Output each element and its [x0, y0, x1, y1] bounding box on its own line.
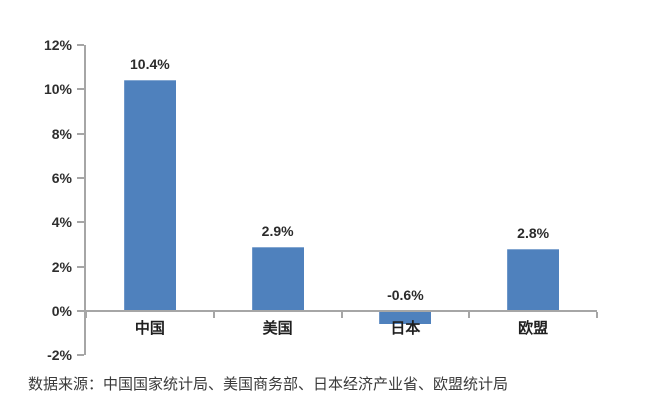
- y-axis-tick-label: 8%: [51, 125, 72, 142]
- bar-chart: 12% 10% 8% 6% 4% 2% 0% -2% 10.4% 中国 2.9% 美国 -0.6% 日本 2…: [43, 36, 598, 364]
- category-label-欧盟: 欧盟: [518, 320, 549, 337]
- category-label-日本: 日本: [390, 320, 421, 337]
- bar-美国: [251, 246, 304, 311]
- x-axis-tick: [340, 312, 343, 318]
- bar-value-label: -0.6%: [387, 287, 424, 303]
- x-axis-tick: [596, 312, 598, 318]
- y-axis-tick-label: 2%: [51, 258, 72, 275]
- y-axis-tick-label: 0%: [51, 303, 72, 319]
- x-axis-tick: [468, 312, 471, 318]
- y-axis-tick-label: 6%: [51, 169, 72, 186]
- y-axis-tick: [77, 43, 84, 46]
- bar-value-label: 2.9%: [261, 222, 294, 239]
- source-note: 数据来源：中国国家统计局、美国商务部、日本经济产业省、欧盟统计局: [28, 376, 509, 393]
- bar-中国: [123, 80, 176, 311]
- x-axis-line: [86, 310, 597, 312]
- x-axis-tick: [85, 312, 87, 318]
- y-axis-tick: [77, 176, 84, 179]
- y-axis-tick: [77, 88, 84, 91]
- y-axis-line: [84, 44, 86, 356]
- y-axis-tick: [77, 354, 84, 357]
- y-axis-tick: [77, 132, 84, 135]
- y-axis-tick-label: -2%: [47, 347, 72, 364]
- bar-value-label: 2.8%: [517, 224, 550, 241]
- bar-日本: [379, 311, 432, 325]
- y-axis-tick-label: 10%: [43, 81, 72, 98]
- x-axis-tick: [212, 312, 215, 318]
- y-axis-tick-label: 4%: [51, 214, 72, 231]
- category-label-美国: 美国: [262, 320, 293, 337]
- bar-value-label: 10.4%: [130, 56, 170, 73]
- y-axis-tick: [77, 310, 84, 312]
- y-axis-tick: [77, 265, 84, 268]
- category-label-中国: 中国: [134, 320, 165, 337]
- y-axis-tick-label: 12%: [43, 36, 72, 53]
- bar-欧盟: [507, 248, 560, 311]
- y-axis-tick: [77, 221, 84, 224]
